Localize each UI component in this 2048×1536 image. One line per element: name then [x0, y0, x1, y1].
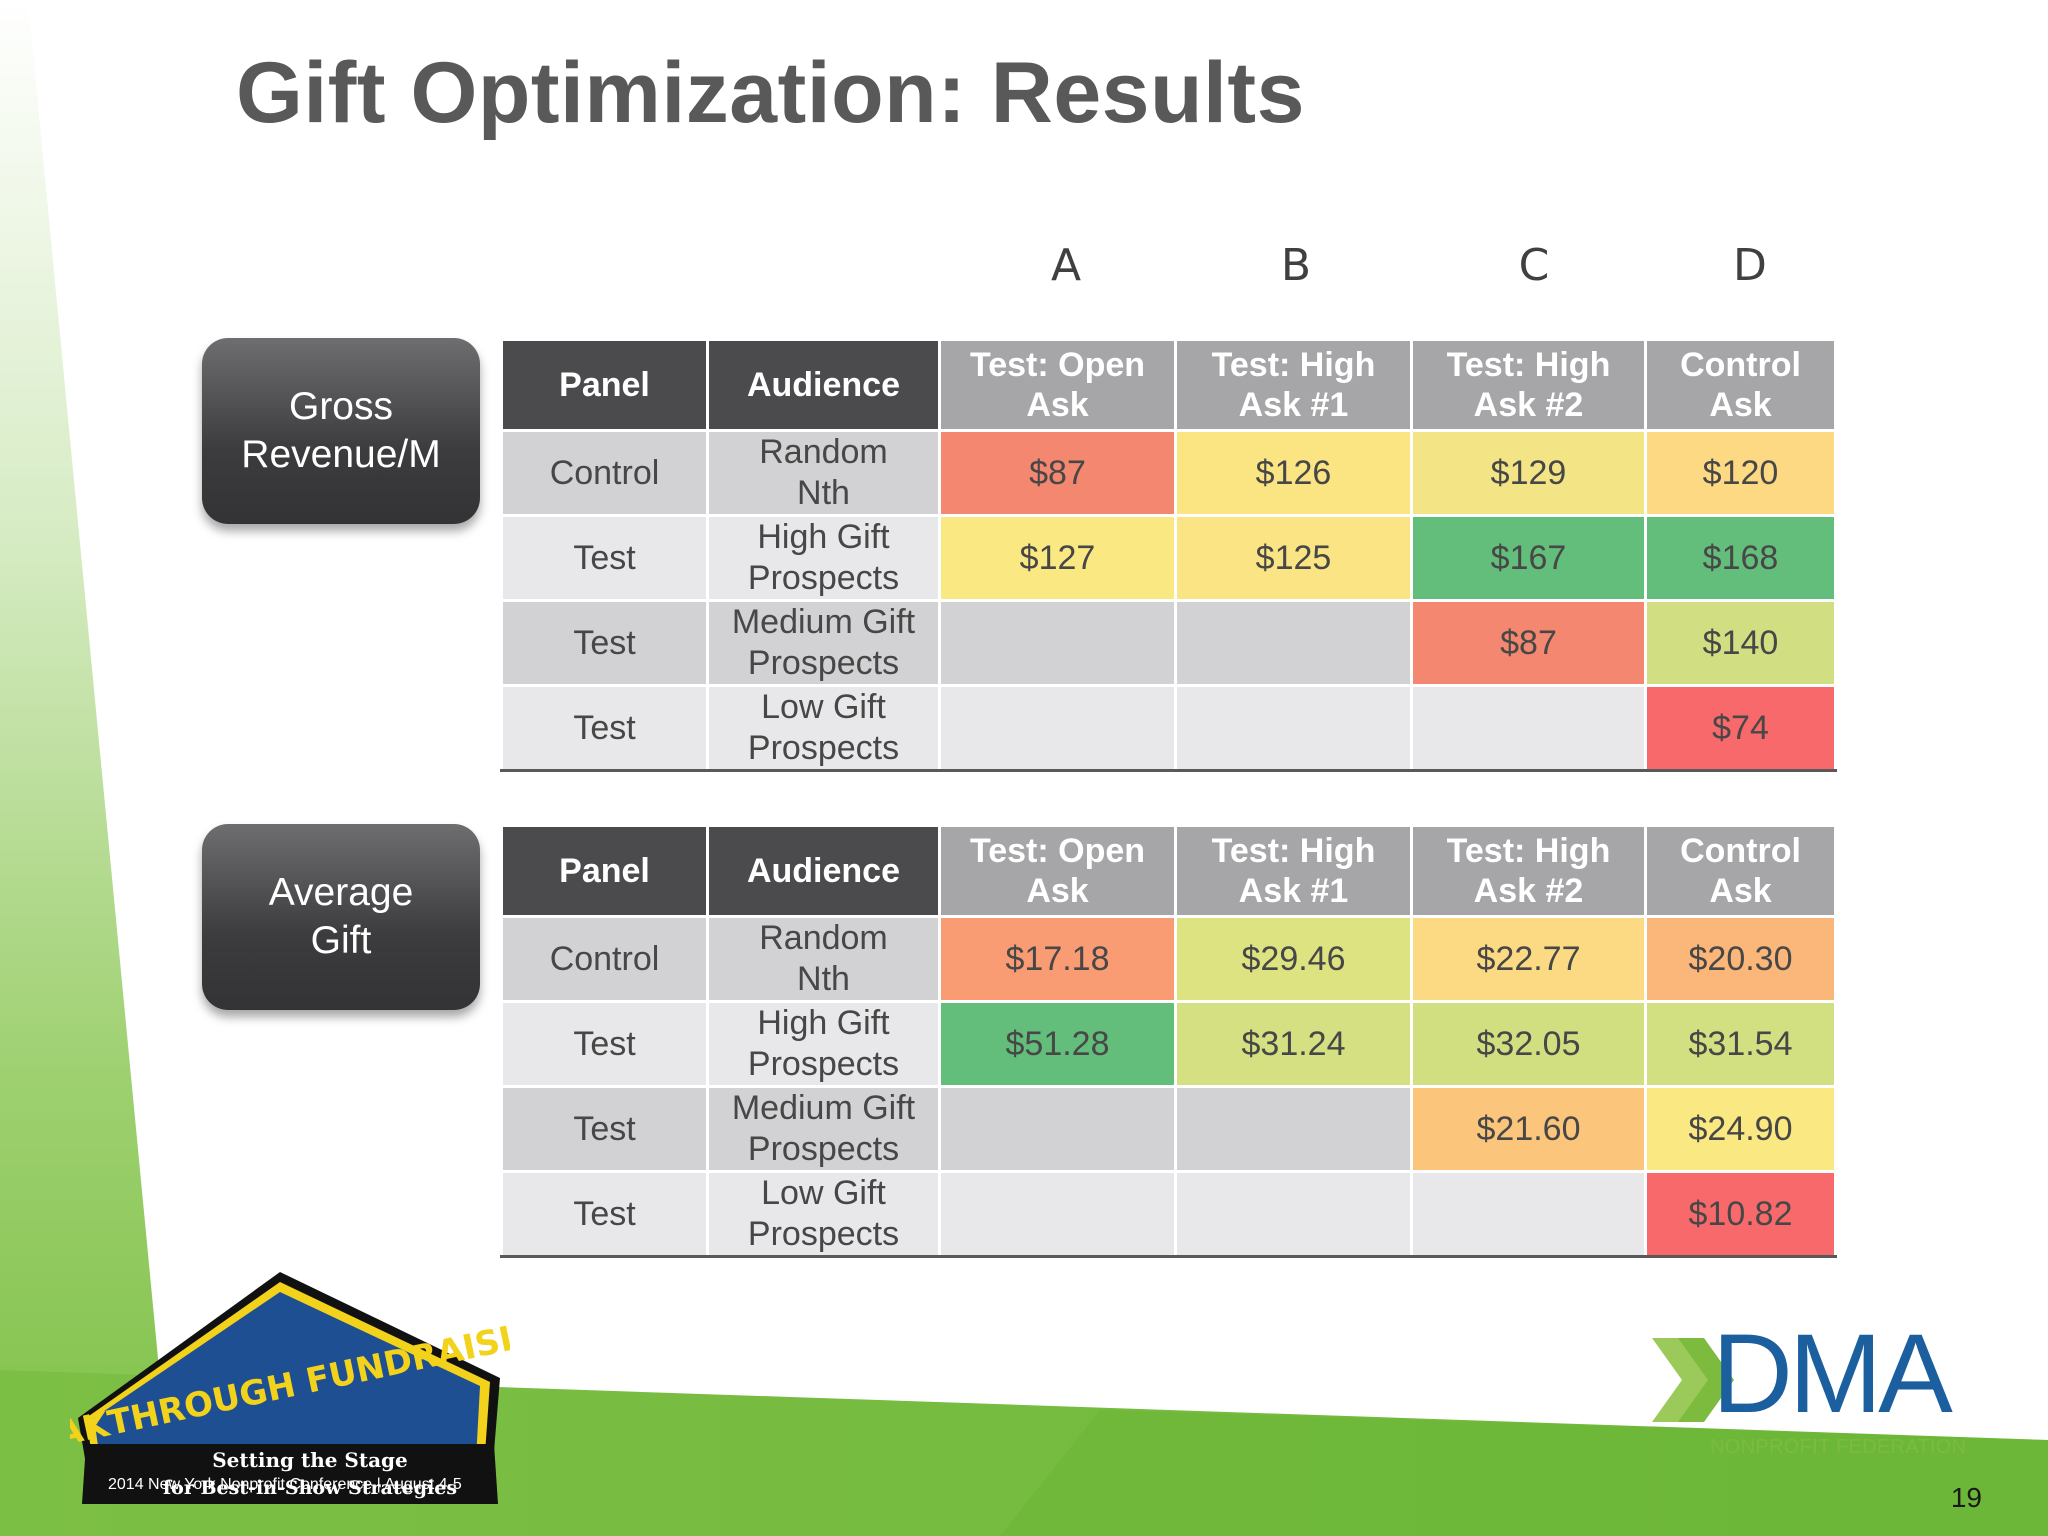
- column-header: Panel: [500, 338, 709, 432]
- panel-cell: Test: [500, 1000, 709, 1088]
- value-cell: $31.24: [1174, 1000, 1413, 1088]
- gross-revenue-label: Gross Revenue/M: [202, 338, 480, 524]
- table-row: Test Medium Gift Prospects $21.60 $24.90: [500, 1085, 1837, 1173]
- column-letter-a: A: [1050, 240, 1082, 291]
- column-header: Control Ask: [1644, 338, 1837, 432]
- column-header: Test: Open Ask: [938, 824, 1177, 918]
- logo-tagline-2: for Best-in-Show Strategies: [163, 1477, 457, 1499]
- audience-cell: Low Gift Prospects: [706, 684, 941, 772]
- table-row: Control Random Nth $17.18 $29.46 $22.77 $20.3…: [500, 915, 1837, 1003]
- audience-cell: Random Nth: [706, 915, 941, 1003]
- audience-text: High Gift Prospects: [747, 1004, 900, 1084]
- dma-chevron-icon: [1652, 1338, 1734, 1422]
- column-letter-d: D: [1733, 240, 1767, 291]
- empty-cell: [938, 684, 1177, 772]
- column-header: Test: Open Ask: [938, 338, 1177, 432]
- empty-cell: [938, 1170, 1177, 1258]
- audience-cell: High Gift Prospects: [706, 514, 941, 602]
- empty-cell: [1410, 1170, 1647, 1258]
- value-cell: $10.82: [1644, 1170, 1837, 1258]
- value-cell: $140: [1644, 599, 1837, 687]
- dma-logo-text: DMA: [1712, 1311, 1953, 1436]
- value-cell: $87: [1410, 599, 1647, 687]
- average-gift-table: Panel Audience Test: Open Ask Test: High As…: [500, 824, 1837, 1258]
- conference-subtitle: 2014 New York Nonprofit Conference | Aug…: [108, 1476, 462, 1493]
- panel-cell: Test: [500, 599, 709, 687]
- audience-cell: Medium Gift Prospects: [706, 1085, 941, 1173]
- audience-cell: High Gift Prospects: [706, 1000, 941, 1088]
- audience-text: Low Gift Prospects: [747, 1174, 900, 1254]
- table-row: Test High Gift Prospects $51.28 $31.24 $32.0…: [500, 1000, 1837, 1088]
- panel-cell: Control: [500, 429, 709, 517]
- column-header: Control Ask: [1644, 824, 1837, 918]
- value-cell: $22.77: [1410, 915, 1647, 1003]
- empty-cell: [1174, 684, 1413, 772]
- audience-text: High Gift Prospects: [747, 518, 900, 598]
- table-row: Control Random Nth $87 $126 $129 $120: [500, 429, 1837, 517]
- empty-cell: [1174, 599, 1413, 687]
- column-header: Test: High Ask #2: [1410, 824, 1647, 918]
- empty-cell: [938, 1085, 1177, 1173]
- value-cell: $29.46: [1174, 915, 1413, 1003]
- panel-cell: Test: [500, 684, 709, 772]
- panel-cell: Test: [500, 1170, 709, 1258]
- audience-cell: Medium Gift Prospects: [706, 599, 941, 687]
- audience-cell: Random Nth: [706, 429, 941, 517]
- table-row: Test Low Gift Prospects $74: [500, 684, 1837, 772]
- value-cell: $51.28: [938, 1000, 1177, 1088]
- column-header: Panel: [500, 824, 709, 918]
- table-header-row: Panel Audience Test: Open Ask Test: High As…: [500, 338, 1837, 432]
- empty-cell: [938, 599, 1177, 687]
- value-cell: $17.18: [938, 915, 1177, 1003]
- column-letter-b: B: [1280, 240, 1312, 291]
- audience-text: Medium Gift Prospects: [731, 603, 916, 683]
- empty-cell: [1410, 684, 1647, 772]
- column-header: Test: High Ask #2: [1410, 338, 1647, 432]
- average-gift-label-text: Average Gift: [268, 871, 414, 962]
- value-cell: $31.54: [1644, 1000, 1837, 1088]
- value-cell: $32.05: [1410, 1000, 1647, 1088]
- value-cell: $129: [1410, 429, 1647, 517]
- audience-text: Medium Gift Prospects: [731, 1089, 916, 1169]
- gross-revenue-label-text: Gross Revenue/M: [241, 385, 441, 476]
- value-cell: $125: [1174, 514, 1413, 602]
- audience-text: Random Nth: [759, 433, 888, 513]
- panel-cell: Test: [500, 1085, 709, 1173]
- column-header: Test: High Ask #1: [1174, 824, 1413, 918]
- value-cell: $127: [938, 514, 1177, 602]
- audience-text: Random Nth: [759, 919, 888, 999]
- table-header-row: Panel Audience Test: Open Ask Test: High As…: [500, 824, 1837, 918]
- value-cell: $168: [1644, 514, 1837, 602]
- page-number: 19: [1950, 1482, 1982, 1513]
- value-cell: $167: [1410, 514, 1647, 602]
- panel-cell: Test: [500, 514, 709, 602]
- empty-cell: [1174, 1085, 1413, 1173]
- value-cell: $87: [938, 429, 1177, 517]
- value-cell: $74: [1644, 684, 1837, 772]
- average-gift-label: Average Gift: [202, 824, 480, 1010]
- gross-revenue-table: Panel Audience Test: Open Ask Test: High As…: [500, 338, 1837, 772]
- column-header: Test: High Ask #1: [1174, 338, 1413, 432]
- panel-cell: Control: [500, 915, 709, 1003]
- value-cell: $126: [1174, 429, 1413, 517]
- breakthrough-fundraising-logo: BREAKTHROUGH FUNDRAISING! Setting the St…: [70, 1272, 510, 1504]
- table-row: Test Medium Gift Prospects $87 $140: [500, 599, 1837, 687]
- table-row: Test High Gift Prospects $127 $125 $167 $168: [500, 514, 1837, 602]
- dma-subtitle: NONPROFIT FEDERATION: [1710, 1436, 1967, 1458]
- table-row: Test Low Gift Prospects $10.82: [500, 1170, 1837, 1258]
- column-letter-c: C: [1518, 240, 1550, 291]
- column-header: Audience: [706, 338, 941, 432]
- value-cell: $24.90: [1644, 1085, 1837, 1173]
- value-cell: $20.30: [1644, 915, 1837, 1003]
- value-cell: $120: [1644, 429, 1837, 517]
- audience-cell: Low Gift Prospects: [706, 1170, 941, 1258]
- logo-tagline-1: Setting the Stage: [212, 1448, 408, 1472]
- audience-text: Low Gift Prospects: [747, 688, 900, 768]
- empty-cell: [1174, 1170, 1413, 1258]
- slide-title: Gift Optimization: Results: [236, 45, 1305, 141]
- value-cell: $21.60: [1410, 1085, 1647, 1173]
- column-header: Audience: [706, 824, 941, 918]
